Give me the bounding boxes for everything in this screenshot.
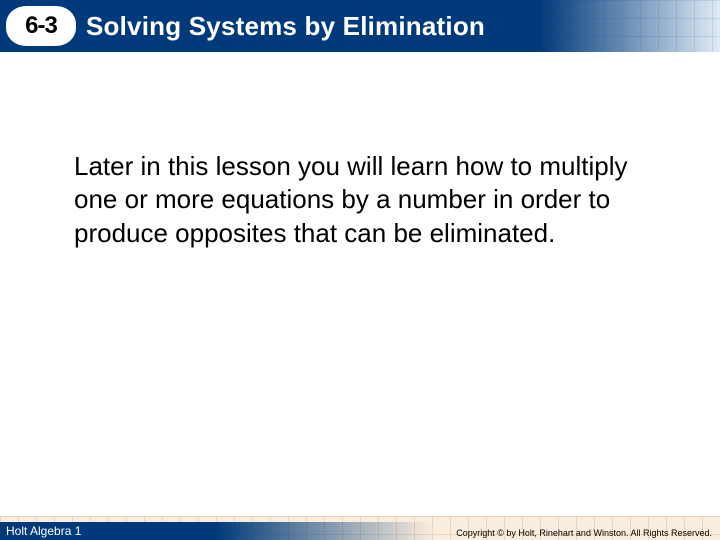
footer-brand: Holt Algebra 1: [6, 524, 81, 538]
lesson-number-badge: 6-3: [6, 6, 76, 46]
body-paragraph: Later in this lesson you will learn how …: [74, 150, 644, 250]
footer: Holt Algebra 1 Copyright © by Holt, Rine…: [0, 516, 720, 540]
header-bar: 6-3 Solving Systems by Elimination: [0, 0, 720, 52]
copyright-text: Copyright © by Holt, Rinehart and Winsto…: [456, 528, 712, 538]
lesson-number: 6-3: [25, 12, 57, 40]
lesson-title: Solving Systems by Elimination: [86, 11, 485, 42]
